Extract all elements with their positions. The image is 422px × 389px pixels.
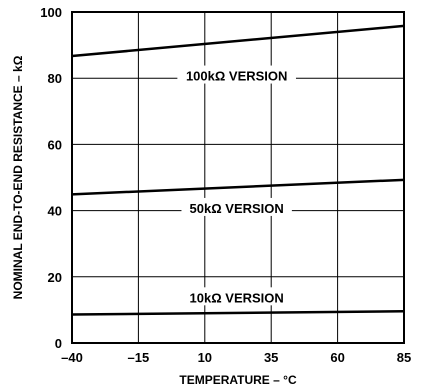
y-tick-label: 80 [48, 71, 62, 86]
tick-labels: –40 –15 10 35 60 85 0 20 40 60 80 100 [40, 5, 411, 365]
series-label: 100kΩ VERSION [186, 69, 287, 84]
y-tick-label: 40 [48, 204, 62, 219]
x-tick-label: 60 [330, 350, 344, 365]
series-label-background [181, 287, 292, 306]
series-line [71, 178, 405, 196]
y-tick-label: 0 [55, 336, 62, 351]
y-tick-label: 60 [48, 137, 62, 152]
x-tick-label: 10 [198, 350, 212, 365]
series-label-background [177, 65, 296, 84]
y-axis-label: NOMINAL END-TO-END RESISTANCE – kΩ [11, 55, 25, 299]
plot-frame [71, 11, 405, 344]
series-label: 10kΩ VERSION [190, 290, 284, 305]
series-label-background [181, 197, 292, 216]
x-tick-label: 35 [264, 350, 278, 365]
x-tick-label: –40 [61, 350, 83, 365]
x-tick-label: 85 [397, 350, 411, 365]
x-axis-label: TEMPERATURE – °C [179, 373, 297, 387]
series-lines [71, 24, 405, 316]
y-tick-label: 100 [40, 5, 62, 20]
x-tick-label: –15 [128, 350, 150, 365]
series-label: 50kΩ VERSION [190, 201, 284, 216]
y-tick-label: 20 [48, 270, 62, 285]
series-line [71, 309, 405, 316]
series-line [71, 24, 405, 58]
series-labels: 100kΩ VERSION 50kΩ VERSION 10kΩ VERSION [177, 65, 296, 306]
